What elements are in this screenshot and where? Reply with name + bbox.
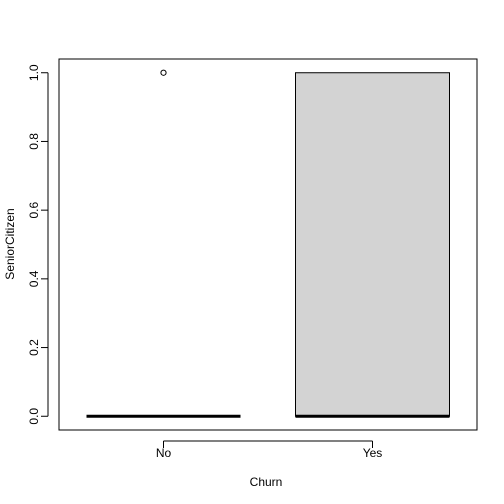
x-tick-label: Yes: [363, 446, 383, 460]
x-axis-label: Churn: [250, 475, 283, 489]
x-axis: No Yes: [156, 440, 383, 460]
outlier-point: [160, 69, 167, 76]
y-tick-label: 0.8: [27, 133, 41, 150]
x-tick-label: No: [156, 446, 172, 460]
y-tick-label: 0.4: [27, 270, 41, 287]
box-yes: [295, 72, 450, 418]
plot-frame: [58, 58, 478, 431]
y-tick-label: 0.0: [27, 408, 41, 425]
box-no: [86, 69, 241, 418]
y-axis: 0.0 0.2 0.4 0.6 0.8 1.0: [27, 64, 49, 425]
y-axis-label: SeniorCitizen: [3, 208, 17, 279]
y-tick-label: 0.2: [27, 339, 41, 356]
box-rect: [295, 72, 450, 417]
boxes-layer: [86, 69, 450, 418]
y-tick-label: 0.6: [27, 201, 41, 218]
y-tick-label: 1.0: [27, 64, 41, 81]
